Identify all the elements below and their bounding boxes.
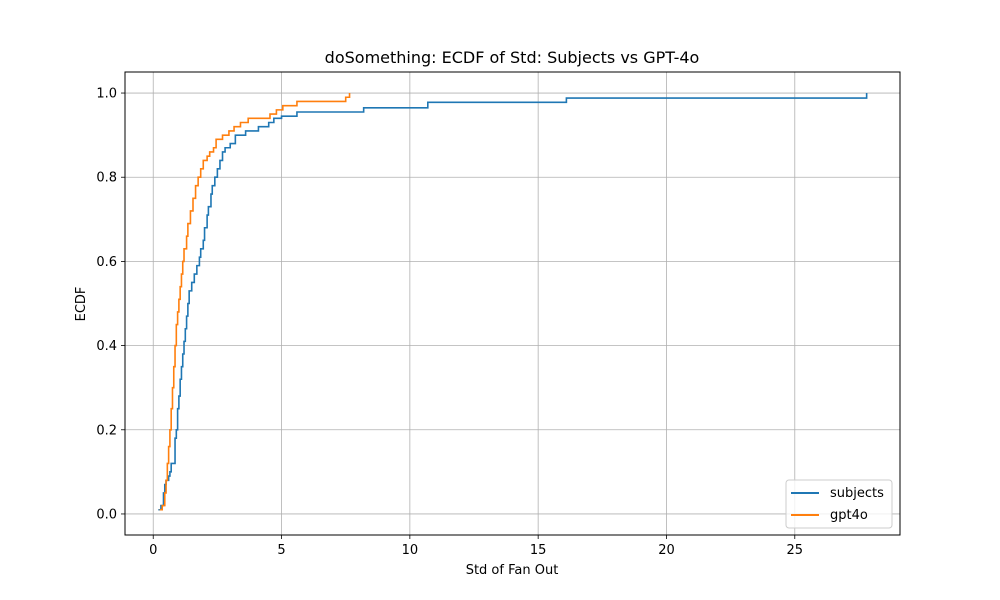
legend-label-subjects: subjects [830, 486, 884, 501]
legend: subjects gpt4o [785, 479, 893, 529]
y-tick-label: 0.8 [96, 171, 117, 186]
legend-label-gpt4o: gpt4o [830, 508, 868, 523]
x-tick-label: 10 [402, 543, 419, 558]
x-axis-label: Std of Fan Out [466, 563, 559, 578]
x-tick-label: 5 [277, 543, 285, 558]
x-ticks: 0 5 10 15 20 25 [149, 535, 803, 558]
y-tick-label: 0.6 [96, 255, 117, 270]
y-axis-label: ECDF [74, 287, 89, 322]
x-tick-label: 20 [658, 543, 675, 558]
x-tick-label: 0 [149, 543, 157, 558]
series-line-gpt4o [159, 93, 351, 511]
grid [125, 72, 900, 535]
y-ticks: 0.0 0.2 0.4 0.6 0.8 1.0 [96, 87, 125, 522]
y-tick-label: 0.0 [96, 507, 117, 522]
x-tick-label: 25 [787, 543, 804, 558]
y-tick-label: 1.0 [96, 87, 117, 102]
series-lines [158, 93, 868, 511]
series-line-subjects [158, 93, 868, 511]
y-tick-label: 0.4 [96, 339, 117, 354]
chart-title: doSomething: ECDF of Std: Subjects vs GP… [325, 48, 700, 67]
plot-frame [124, 71, 901, 536]
y-tick-label: 0.2 [96, 423, 117, 438]
x-tick-label: 15 [530, 543, 547, 558]
